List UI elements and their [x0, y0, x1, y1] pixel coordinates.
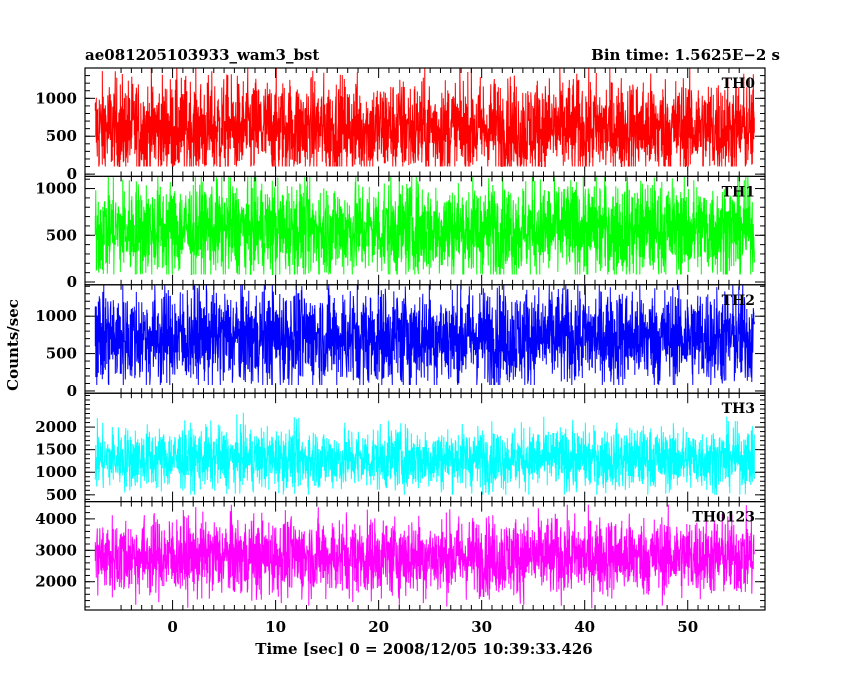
y-tick-label-th0-500: 500	[46, 127, 77, 145]
x-tick-label-50: 50	[677, 618, 698, 636]
y-tick-label-th1-1000: 1000	[35, 180, 77, 198]
x-tick-label-40: 40	[574, 618, 595, 636]
y-tick-label-th1-500: 500	[46, 226, 77, 244]
y-tick-label-th0-1000: 1000	[35, 89, 77, 107]
x-axis-title: Time [sec] 0 = 2008/12/05 10:39:33.426	[255, 640, 592, 658]
y-tick-label-th3-1500: 1500	[35, 441, 77, 459]
y-tick-label-th2-1000: 1000	[35, 307, 77, 325]
panel-label-th3: TH3	[722, 401, 755, 417]
x-tick-label-0: 0	[167, 618, 177, 636]
y-tick-label-th1-0: 0	[67, 273, 77, 291]
series-line-th2	[94, 284, 755, 386]
y-tick-label-th2-0: 0	[67, 382, 77, 400]
frame-layer	[84, 67, 766, 611]
panel-label-th0123: TH0123	[692, 510, 755, 526]
panel-label-th2: TH2	[722, 293, 755, 309]
x-tick-label-10: 10	[265, 618, 286, 636]
panel-label-th1: TH1	[722, 184, 755, 200]
series-line-th0	[94, 68, 755, 167]
y-tick-label-th2-500: 500	[46, 345, 77, 363]
x-tick-label-20: 20	[368, 618, 389, 636]
series-line-th3	[94, 412, 755, 495]
y-tick-label-th0-0: 0	[67, 165, 77, 183]
series-line-th0123	[94, 504, 755, 609]
y-tick-label-th3-500: 500	[46, 486, 77, 504]
y-tick-label-th3-2000: 2000	[35, 418, 77, 436]
y-tick-label-th0123-2000: 2000	[35, 573, 77, 591]
y-axis-title: Counts/sec	[4, 299, 22, 391]
series-line-th1	[94, 176, 755, 276]
chart-title-right: Bin time: 1.5625E−2 s	[591, 46, 780, 64]
label-layer: ae081205103933_wam3_bst Bin time: 1.5625…	[4, 46, 780, 658]
y-tick-label-th0123-4000: 4000	[35, 510, 77, 528]
panel-label-th0: TH0	[722, 76, 756, 92]
y-tick-label-th3-1000: 1000	[35, 463, 77, 481]
y-tick-label-th0123-3000: 3000	[35, 541, 77, 559]
chart-title-left: ae081205103933_wam3_bst	[85, 46, 319, 64]
data-layer	[94, 68, 755, 609]
panel-frame-th0123	[84, 501, 766, 611]
x-tick-label-30: 30	[471, 618, 492, 636]
